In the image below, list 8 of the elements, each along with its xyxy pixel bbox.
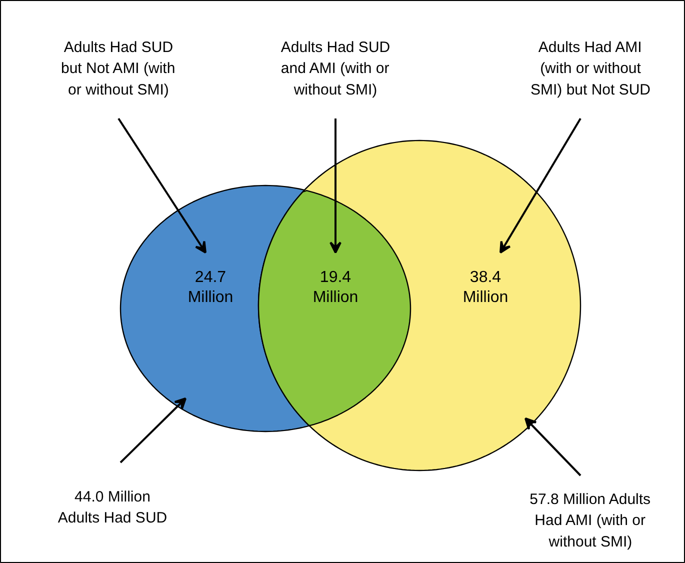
category-label: Adults Had SUD but Not AMI (with or without SMI)	[60, 38, 176, 98]
data-label: 19.4 Million	[312, 268, 358, 306]
text: 44.0 Million Adults Had SUD	[58, 488, 168, 527]
category-label: Adults Had AMI (with or without SMI) but Not SUD	[530, 38, 651, 98]
data-label: 38.4 Million	[462, 268, 508, 306]
text: 57.8 Million Adults Had AMI (with or without SMI)	[530, 490, 651, 550]
data-label: 24.7 Million	[188, 268, 234, 306]
category-label: Adults Had SUD and AMI (with or without SMI)	[280, 38, 390, 98]
